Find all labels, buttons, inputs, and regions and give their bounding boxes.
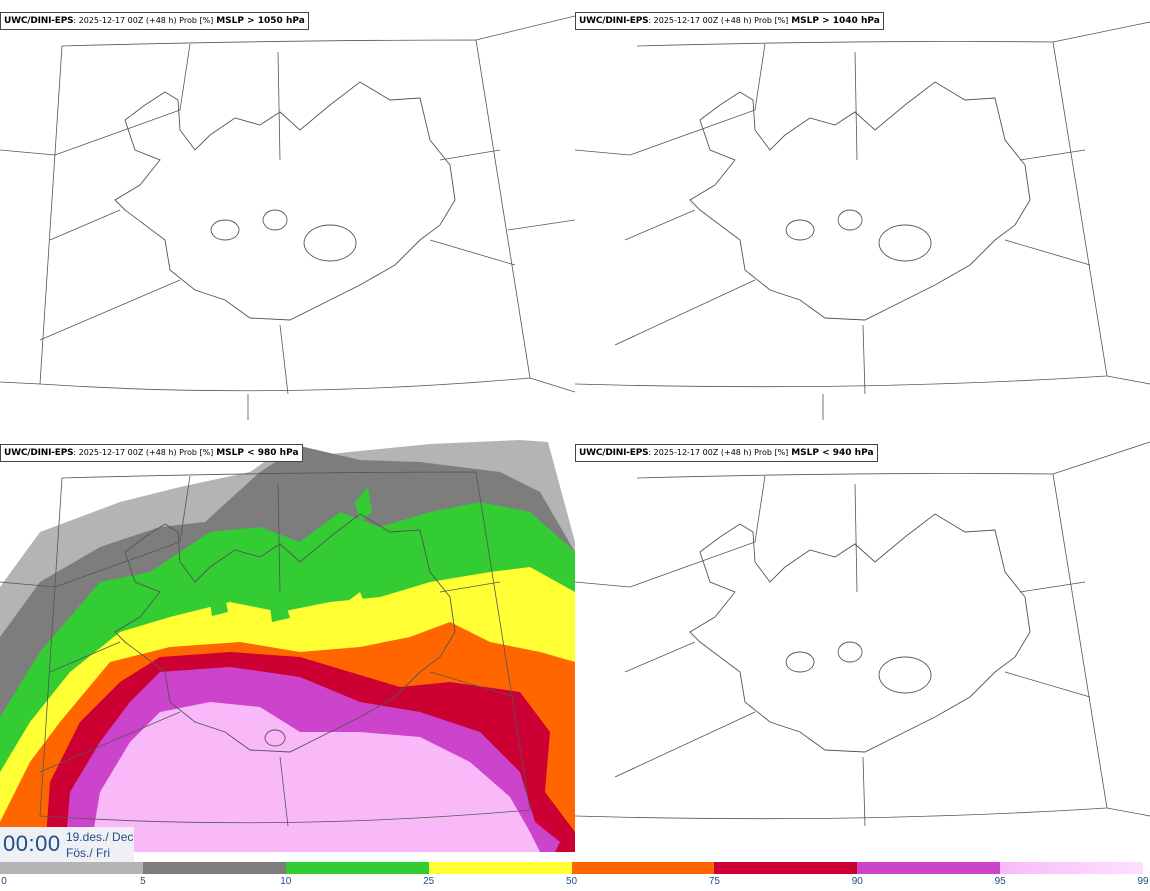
colorbar-tick-label: 25 [423, 876, 435, 887]
colorbar-tick-label: 10 [280, 876, 292, 887]
colorbar-tick-label: 90 [851, 876, 863, 887]
map-1040 [575, 21, 1150, 420]
panel-title: UWC/DINI-EPS: 2025-12-17 00Z (+48 h) Pro… [0, 12, 309, 30]
valid-date: 19.des./ Dec [66, 830, 134, 844]
colorbar-segment [1000, 862, 1143, 874]
valid-time-box: 00:00 19.des./ Dec Fös./ Fri [0, 827, 134, 862]
colorbar-segment [714, 862, 858, 874]
panel-title: UWC/DINI-EPS: 2025-12-17 00Z (+48 h) Pro… [0, 444, 303, 462]
colorbar-segment [142, 862, 286, 874]
valid-day: Fös./ Fri [66, 846, 110, 860]
panel-title: UWC/DINI-EPS: 2025-12-17 00Z (+48 h) Pro… [575, 444, 878, 462]
colorbar-tick-label: 99 [1137, 876, 1149, 887]
colorbar-tick-label: 75 [708, 876, 720, 887]
colorbar-segment [285, 862, 429, 874]
panel-title: UWC/DINI-EPS: 2025-12-17 00Z (+48 h) Pro… [575, 12, 884, 30]
colorbar-segment [571, 862, 715, 874]
map-980 [0, 440, 575, 864]
map-panel-940: UWC/DINI-EPS: 2025-12-17 00Z (+48 h) Pro… [575, 432, 1150, 864]
map-940 [575, 441, 1150, 827]
colorbar-segment [428, 862, 572, 874]
probability-colorbar: 0 5 10 25 50 75 90 95 99 [0, 862, 1150, 891]
map-panel-1050: UWC/DINI-EPS: 2025-12-17 00Z (+48 h) Pro… [0, 0, 575, 432]
colorbar-tick-label: 50 [565, 876, 578, 887]
colorbar-segment [0, 862, 143, 874]
colorbar-tick-label: 0 [1, 876, 7, 887]
map-1050 [0, 15, 575, 420]
colorbar-tick-label: 5 [140, 876, 146, 887]
colorbar-tick-label: 95 [994, 876, 1006, 887]
map-panel-1040: UWC/DINI-EPS: 2025-12-17 00Z (+48 h) Pro… [575, 0, 1150, 432]
map-panel-980: UWC/DINI-EPS: 2025-12-17 00Z (+48 h) Pro… [0, 432, 575, 864]
colorbar-segment [857, 862, 1001, 874]
valid-time-clock: 00:00 [3, 831, 61, 856]
